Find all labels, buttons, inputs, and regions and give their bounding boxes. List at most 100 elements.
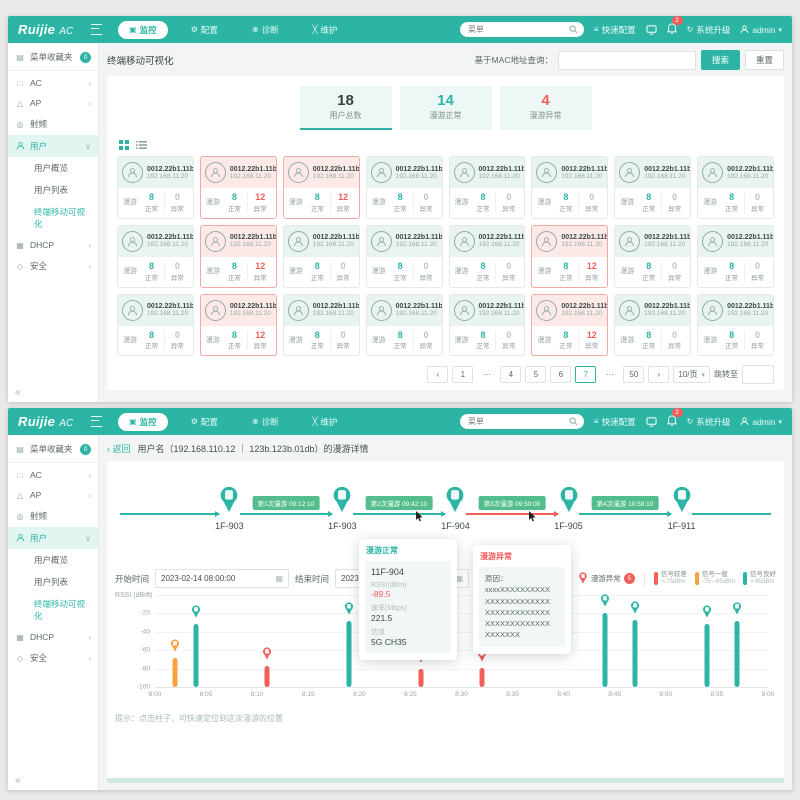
roam-event-badge-3[interactable]: 第3次漫游 09:50:00 xyxy=(478,496,546,510)
sidebar-item-安全[interactable]: ◇ 安全 › xyxy=(8,647,98,669)
rssi-point-pin-icon[interactable] xyxy=(599,594,610,612)
user-card[interactable]: 0012.22b1.11bc 192.168.11.20 漫游 8 正常 0 异常 xyxy=(117,293,194,357)
user-card[interactable]: 0012.22b1.11bc 192.168.11.20 漫游 8 正常 0 异常 xyxy=(365,224,443,288)
nav-item-维护[interactable]: ╳ 维护 xyxy=(302,21,349,39)
monitor-icon[interactable] xyxy=(646,24,657,35)
sidebar-subitem-用户概览[interactable]: 用户概览 xyxy=(34,163,69,173)
sidebar-subitem-用户列表[interactable]: 用户列表 xyxy=(34,185,69,195)
sidebar-subitem-终端移动可视化[interactable]: 终端移动可视化 xyxy=(34,599,86,621)
sidebar-subitem-用户列表[interactable]: 用户列表 xyxy=(34,577,69,587)
sidebar-item-AP[interactable]: △ AP › xyxy=(8,485,98,505)
user-card[interactable]: 0012.22b1.11bc 192.168.11.20 漫游 8 正常 0 异常 xyxy=(614,224,692,288)
rssi-point-pin-icon[interactable] xyxy=(262,647,273,665)
user-card[interactable]: 0012.22b1.11bc 192.168.11.20 漫游 8 正常 0 异常 xyxy=(697,224,774,288)
stat-card-用户总数[interactable]: 18 用户总数 xyxy=(299,86,392,130)
sidebar-item-DHCP[interactable]: ▦ DHCP › xyxy=(8,235,98,255)
nav-item-监控[interactable]: ▣ 监控 xyxy=(118,412,168,431)
sidebar-item-射频[interactable]: ◎ 射频 xyxy=(8,113,98,135)
next-page-button[interactable]: › xyxy=(648,366,670,384)
rssi-bar[interactable] xyxy=(632,619,638,687)
rssi-point-pin-icon[interactable] xyxy=(630,601,641,619)
start-time-picker[interactable]: 2023-02-14 08:00:00 ▦ xyxy=(155,569,290,588)
search-icon[interactable] xyxy=(569,417,578,426)
location-pin-icon[interactable] xyxy=(671,486,693,518)
stat-card-漫游异常[interactable]: 4 漫游异常 xyxy=(499,86,592,130)
rssi-bar[interactable] xyxy=(602,613,608,687)
ruijie-logo[interactable]: Ruijie AC xyxy=(18,414,73,429)
search-input[interactable] xyxy=(465,416,565,427)
sidebar-item-AC[interactable]: □ AC › xyxy=(8,73,98,93)
user-card[interactable]: 0012.22b1.11bc 192.168.11.20 漫游 8 正常 0 异常 xyxy=(531,156,609,219)
prev-page-button[interactable]: ‹ xyxy=(427,366,449,384)
roam-event-badge-2[interactable]: 第2次漫游 09:42:10 xyxy=(365,496,433,510)
sidebar-collapse-icon[interactable]: « xyxy=(15,775,21,786)
user-card[interactable]: 0012.22b1.11bc 192.168.11.20 漫游 8 正常 12 异常 xyxy=(531,224,609,288)
user-card[interactable]: 0012.22b1.11bc 192.168.11.20 漫游 8 正常 12 异常 xyxy=(199,156,277,219)
ruijie-logo[interactable]: Ruijie AC xyxy=(18,22,73,37)
page-button-5[interactable]: 5 xyxy=(525,366,547,384)
user-card[interactable]: 0012.22b1.11bc 192.168.11.20 漫游 8 正常 0 异常 xyxy=(282,293,360,357)
sidebar-subitem-用户概览[interactable]: 用户概览 xyxy=(34,555,69,565)
mac-query-input[interactable] xyxy=(557,50,696,70)
user-card[interactable]: 0012.22b1.11bc 192.168.11.20 漫游 8 正常 0 异常 xyxy=(117,156,194,219)
user-card[interactable]: 0012.22b1.11bc 192.168.11.20 漫游 8 正常 0 异常 xyxy=(282,224,360,288)
user-card[interactable]: 0012.22b1.11bc 192.168.11.20 漫游 8 正常 12 异常 xyxy=(282,156,360,219)
rssi-bar[interactable] xyxy=(172,657,178,687)
nav-item-监控[interactable]: ▣ 监控 xyxy=(118,20,168,39)
rssi-point-pin-icon[interactable] xyxy=(701,604,712,623)
page-button-6[interactable]: 6 xyxy=(550,366,572,384)
page-button-4[interactable]: 4 xyxy=(500,366,522,384)
sidebar-item-菜单收藏夹[interactable]: ▤ 菜单收藏夹 0 xyxy=(8,438,98,460)
hamburger-icon[interactable] xyxy=(91,24,103,35)
grid-view-icon[interactable] xyxy=(119,140,129,150)
sidebar-item-AP[interactable]: △ AP › xyxy=(8,93,98,113)
user-card[interactable]: 0012.22b1.11bc 192.168.11.20 漫游 8 正常 0 异常 xyxy=(117,224,194,288)
rssi-bar[interactable] xyxy=(418,668,424,687)
back-link[interactable]: ‹ 返回 xyxy=(107,444,131,454)
rssi-bar[interactable] xyxy=(704,623,710,687)
search-input[interactable] xyxy=(465,24,565,35)
page-size-select[interactable]: 10/页 ▾ xyxy=(673,366,710,384)
list-view-icon[interactable] xyxy=(136,140,147,150)
user-card[interactable]: 0012.22b1.11bc 192.168.11.20 漫游 8 正常 0 异常 xyxy=(697,156,774,219)
monitor-icon[interactable] xyxy=(646,416,657,427)
sidebar-item-射频[interactable]: ◎ 射频 xyxy=(8,505,98,527)
nav-item-维护[interactable]: ╳ 维护 xyxy=(302,413,349,431)
user-card[interactable]: 0012.22b1.11bc 192.168.11.20 漫游 8 正常 0 异常 xyxy=(614,293,692,357)
sidebar-item-用户[interactable]: 用户 ∨ xyxy=(8,135,98,157)
rssi-bar[interactable] xyxy=(734,620,740,687)
jump-to-input[interactable] xyxy=(742,365,774,385)
rssi-point-pin-icon[interactable] xyxy=(170,638,181,657)
notification-bell[interactable]: 2 xyxy=(666,408,683,431)
sidebar-item-用户[interactable]: 用户 ∨ xyxy=(8,527,98,549)
system-upgrade-button[interactable]: ↻ 系统升级 xyxy=(687,24,731,36)
search-button[interactable]: 搜索 xyxy=(700,50,740,70)
location-pin-icon[interactable] xyxy=(558,486,580,518)
rssi-point-pin-icon[interactable] xyxy=(344,602,355,620)
nav-item-配置[interactable]: ⚙ 配置 xyxy=(180,413,229,431)
roam-event-badge-1[interactable]: 第1次漫游 09:12:10 xyxy=(252,496,320,510)
sidebar-item-安全[interactable]: ◇ 安全 › xyxy=(8,255,98,277)
system-upgrade-button[interactable]: ↻ 系统升级 xyxy=(687,416,731,428)
notification-bell[interactable]: 2 xyxy=(666,16,683,39)
rssi-bar[interactable] xyxy=(479,667,485,687)
sidebar-item-AC[interactable]: □ AC › xyxy=(8,465,98,485)
hamburger-icon[interactable] xyxy=(91,416,103,427)
sidebar-collapse-icon[interactable]: « xyxy=(15,387,21,398)
rssi-bar[interactable] xyxy=(193,624,199,687)
user-card[interactable]: 0012.22b1.11bc 192.168.11.20 漫游 8 正常 12 异常 xyxy=(199,293,277,357)
page-button-7[interactable]: 7 xyxy=(575,366,597,384)
rssi-point-pin-icon[interactable] xyxy=(190,605,201,623)
rssi-bar[interactable] xyxy=(346,620,352,687)
user-card[interactable]: 0012.22b1.11bc 192.168.11.20 漫游 8 正常 0 异常 xyxy=(448,224,526,288)
sidebar-item-DHCP[interactable]: ▦ DHCP › xyxy=(8,627,98,647)
user-card[interactable]: 0012.22b1.11bc 192.168.11.20 漫游 8 正常 0 异常 xyxy=(448,156,526,219)
location-pin-icon[interactable] xyxy=(218,486,240,518)
user-menu[interactable]: admin ▾ xyxy=(740,417,782,427)
quick-config-button[interactable]: ≡ 快速配置 xyxy=(594,24,636,36)
search-icon[interactable] xyxy=(569,25,578,34)
user-card[interactable]: 0012.22b1.11bc 192.168.11.20 漫游 8 正常 0 异常 xyxy=(365,293,443,357)
nav-item-诊断[interactable]: ⊕ 诊断 xyxy=(241,21,290,39)
location-pin-icon[interactable] xyxy=(331,486,353,518)
nav-item-诊断[interactable]: ⊕ 诊断 xyxy=(241,413,290,431)
